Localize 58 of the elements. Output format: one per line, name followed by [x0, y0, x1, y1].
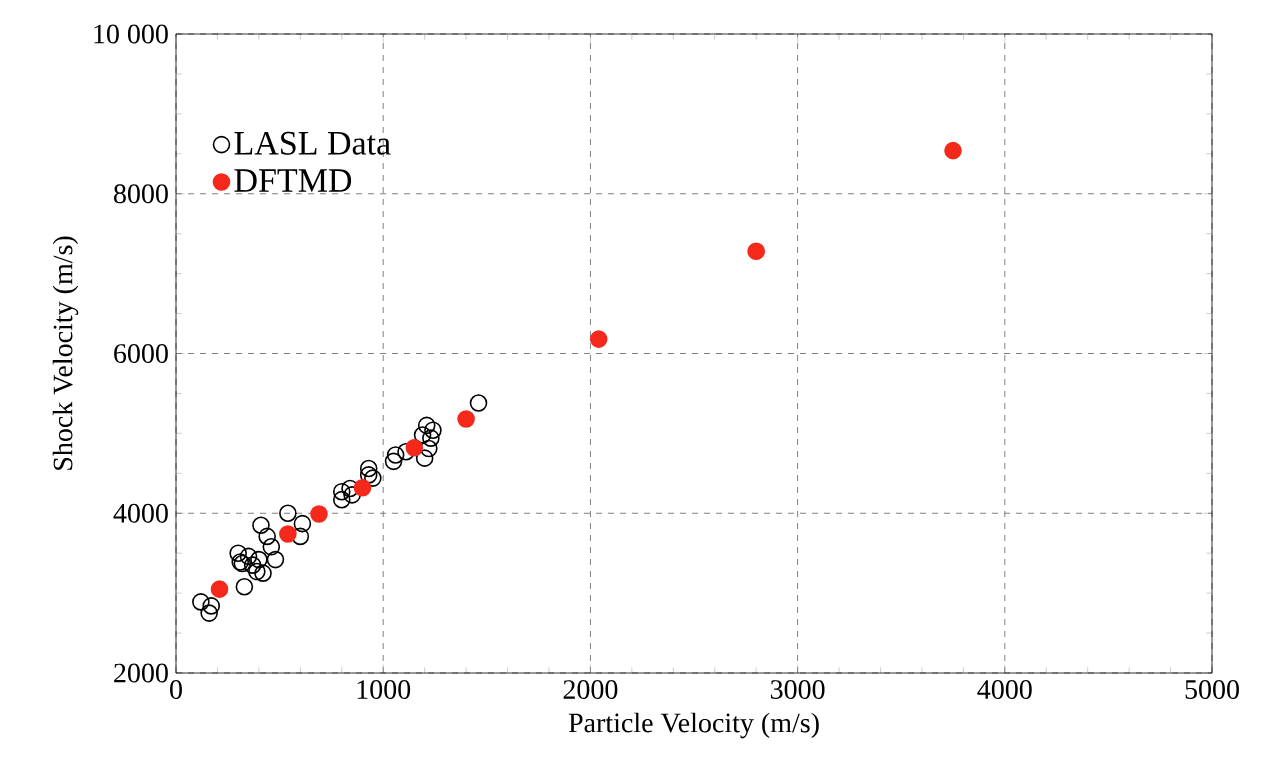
y-tick-label: 10 000: [94, 24, 168, 44]
point: [343, 486, 361, 504]
point: [293, 514, 312, 533]
legend-label: LASL Data: [234, 131, 391, 155]
point: [291, 527, 310, 546]
point: [424, 421, 442, 439]
point: [202, 597, 221, 615]
point: [235, 577, 254, 596]
point: [415, 449, 434, 467]
legend-label: DFTMD: [234, 169, 352, 192]
point: [469, 394, 488, 412]
x-tick-label: 2000: [563, 680, 618, 699]
point: [266, 550, 285, 569]
point: [397, 442, 415, 461]
y-tick-label: 6000: [114, 344, 168, 363]
point: [310, 505, 328, 523]
y-tick-label: 2000: [114, 663, 168, 683]
point: [229, 544, 247, 562]
point: [332, 490, 351, 509]
x-tick-label: 5000: [1185, 680, 1239, 699]
point: [192, 593, 210, 611]
point: [413, 426, 432, 444]
point: [359, 466, 378, 484]
point: [252, 516, 270, 535]
point: [405, 438, 424, 457]
point: [279, 504, 297, 523]
x-tick-label: 1000: [357, 680, 411, 699]
point: [200, 604, 218, 622]
point: [353, 478, 372, 497]
point: [248, 562, 266, 581]
point: [589, 330, 608, 348]
point: [359, 459, 378, 478]
point: [332, 482, 351, 501]
x-tick-label: 3000: [770, 680, 825, 699]
point: [279, 525, 297, 543]
point: [364, 469, 382, 487]
point: [210, 580, 229, 598]
point: [254, 564, 272, 582]
point: [341, 479, 359, 498]
y-tick-label: 4000: [113, 503, 168, 523]
point: [258, 527, 276, 546]
point: [457, 410, 475, 428]
x-axis-title: Particle Velocity (m/s): [568, 712, 819, 739]
x-tick-label: 0: [170, 680, 182, 699]
point: [243, 556, 262, 574]
point: [747, 242, 765, 261]
point: [250, 550, 268, 569]
point: [262, 538, 281, 556]
point: [419, 439, 438, 458]
y-tick-label: 8000: [114, 184, 168, 204]
point: [239, 547, 258, 566]
x-tick-label: 4000: [977, 680, 1032, 699]
point: [384, 452, 403, 471]
point: [422, 429, 440, 447]
y-axis-title: Shock Velocity (m/s): [52, 236, 79, 470]
point: [944, 141, 962, 160]
point: [417, 416, 436, 435]
point: [386, 446, 405, 464]
